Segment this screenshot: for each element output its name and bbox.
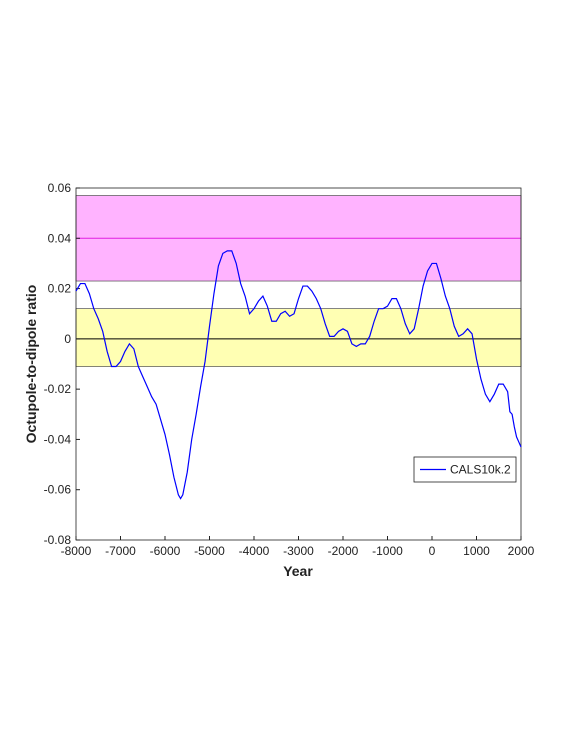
x-tick-label: -3000 (283, 544, 314, 558)
x-tick-label: 0 (429, 544, 436, 558)
x-tick-label: 2000 (508, 544, 535, 558)
x-tick-label: -6000 (150, 544, 181, 558)
y-tick-label: -0.02 (44, 382, 72, 396)
x-tick-label: -7000 (105, 544, 136, 558)
x-tick-label: -5000 (194, 544, 225, 558)
y-axis-label: Octupole-to-dipole ratio (23, 285, 39, 444)
x-tick-label: -8000 (61, 544, 92, 558)
band (75, 308, 522, 367)
y-tick-label: 0.02 (48, 282, 72, 296)
y-tick-label: -0.04 (44, 432, 72, 446)
x-tick-label: -4000 (239, 544, 270, 558)
x-tick-label: -1000 (372, 544, 403, 558)
data-line (75, 250, 522, 500)
x-axis-label: Year (283, 563, 313, 579)
x-tick-label: 1000 (463, 544, 490, 558)
y-tick-label: -0.06 (44, 483, 72, 497)
legend-label: CALS10k.2 (450, 463, 511, 477)
y-tick-label: 0.06 (48, 181, 72, 195)
x-tick-label: -2000 (328, 544, 359, 558)
y-tick-label: 0.04 (48, 231, 72, 245)
y-tick-label: -0.08 (44, 533, 72, 547)
y-tick-label: 0 (64, 332, 71, 346)
